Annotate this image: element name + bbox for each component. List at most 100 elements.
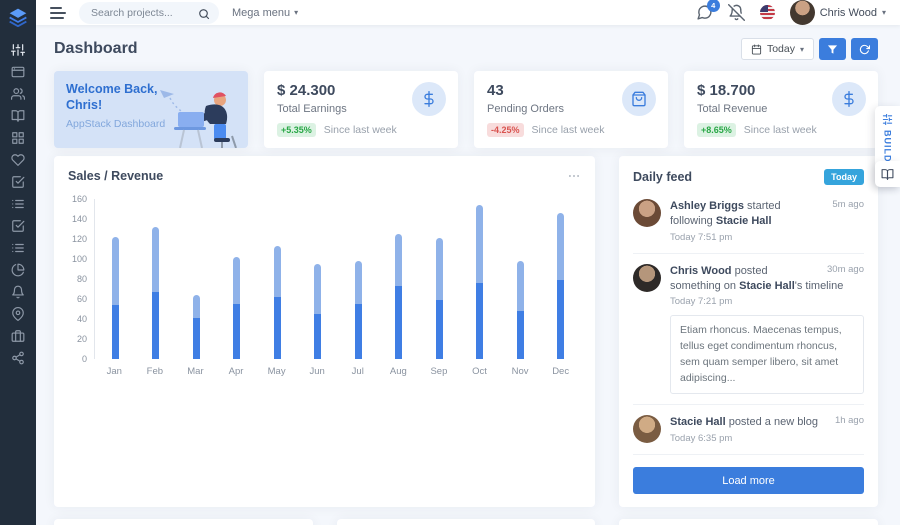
notifications-muted-button[interactable] (727, 4, 745, 21)
mega-menu-label: Mega menu (232, 6, 291, 19)
stats-row: Welcome Back, Chris! AppStack Dashboard (54, 71, 878, 148)
main-area: Mega menu ▾ 4 Chris Wood ▾ Dashboard (36, 0, 900, 525)
bar-oct[interactable] (460, 199, 501, 359)
sidebar-icon-check-square[interactable] (11, 175, 25, 189)
chart-plot (94, 199, 581, 359)
us-flag-icon[interactable] (759, 5, 775, 20)
app-logo[interactable] (0, 0, 36, 33)
feed-item: 1h ago Stacie Hall posted a new blog Tod… (633, 405, 864, 456)
builder-tab-label: BUILDER (882, 130, 893, 177)
x-tick-label: Aug (389, 366, 407, 377)
delta-badge: +5.35% (277, 123, 316, 137)
sidebar-icon-window[interactable] (11, 65, 25, 79)
avatar (789, 0, 815, 25)
welcome-title: Welcome Back, Chris! (66, 82, 158, 113)
messages-button[interactable]: 4 (696, 0, 720, 21)
x-tick-label: Jan (106, 366, 122, 377)
message-circle-icon (697, 5, 712, 20)
middle-row: Sales / Revenue 160 140 120 100 80 60 40 20 0 Ja… (54, 156, 878, 508)
bar-apr[interactable] (217, 199, 258, 359)
sidebar-icon-heart[interactable] (11, 153, 25, 167)
stat-value: 43 (487, 82, 504, 99)
since-text: Since last week (743, 124, 817, 136)
documentation-tab[interactable] (875, 161, 900, 187)
chevron-down-icon: ▾ (881, 8, 886, 17)
feed-text: 30m ago Chris Wood posted something on S… (670, 263, 864, 292)
delta-badge: +8.65% (697, 123, 736, 137)
top-navbar: Mega menu ▾ 4 Chris Wood ▾ (36, 0, 900, 25)
stat-label: Pending Orders (487, 103, 565, 115)
notification-count-badge: 4 (706, 0, 720, 12)
bar-aug[interactable] (379, 199, 420, 359)
filter-button[interactable] (819, 38, 846, 60)
avatar[interactable] (633, 415, 661, 444)
dollar-icon (832, 82, 866, 116)
welcome-subtitle: AppStack Dashboard (66, 117, 166, 130)
feed-today-badge[interactable]: Today (824, 169, 864, 185)
sidebar-icon-grid[interactable] (11, 131, 25, 145)
sidebar-icon-map-pin[interactable] (11, 307, 25, 321)
bell-off-icon (727, 4, 745, 21)
bar-jun[interactable] (298, 199, 339, 359)
bar-mar[interactable] (176, 199, 217, 359)
dollar-icon (412, 82, 446, 116)
sidebar-icon-bell[interactable] (11, 285, 25, 299)
sidebar-icon-pie-chart[interactable] (11, 263, 25, 277)
welcome-card: Welcome Back, Chris! AppStack Dashboard (54, 71, 248, 148)
filter-icon (827, 44, 838, 54)
user-menu[interactable]: Chris Wood ▾ (789, 0, 886, 25)
sidebar-icon-sliders[interactable] (11, 43, 25, 57)
daily-feed-card: Daily feed Today 5m ago Ashley Briggs st… (619, 156, 878, 508)
feed-time: Today 7:51 pm (670, 231, 733, 243)
x-tick-label: Nov (511, 366, 529, 377)
feed-item: 5m ago Ashley Briggs started following S… (633, 189, 864, 254)
refresh-icon (859, 44, 870, 54)
bar-nov[interactable] (500, 199, 541, 359)
search-input[interactable] (91, 6, 198, 19)
search-icon[interactable] (198, 7, 210, 19)
book-open-icon (881, 168, 894, 180)
sales-revenue-chart: 160 140 120 100 80 60 40 20 0 Jan Feb Mar Apr May Jun… (68, 194, 581, 377)
bar-may[interactable] (257, 199, 298, 359)
hamburger-menu-icon[interactable] (50, 5, 66, 21)
page-content: Dashboard Today ▾ Welcome Back, (36, 25, 900, 525)
bar-jan[interactable] (95, 199, 136, 359)
bar-feb[interactable] (136, 199, 177, 359)
layers-icon (9, 8, 27, 27)
feed-ago: 1h ago (834, 415, 864, 427)
sidebar-icon-list[interactable] (11, 241, 25, 255)
mega-menu-dropdown[interactable]: Mega menu ▾ (232, 7, 298, 19)
x-tick-label: Sep (430, 366, 448, 377)
avatar[interactable] (633, 199, 661, 227)
calendar-card: Calendar ‹ November 2020 › SuMoTuWeThFrS… (54, 519, 313, 525)
sidebar-icon-book-open[interactable] (11, 109, 25, 123)
since-text: Since last week (531, 124, 605, 136)
x-tick-label: Apr (228, 366, 244, 377)
bottom-row: Calendar ‹ November 2020 › SuMoTuWeThFrS… (54, 519, 878, 525)
sales-revenue-card: Sales / Revenue 160 140 120 100 80 60 40 20 0 Ja… (54, 156, 595, 508)
sidebar-icon-share-2[interactable] (11, 351, 25, 365)
feed-text: 5m ago Ashley Briggs started following S… (670, 199, 864, 227)
chart-x-axis: Jan Feb Mar Apr May Jun Jul Aug Sep Oct Nov Dec (94, 366, 581, 377)
bar-jul[interactable] (338, 199, 379, 359)
sidebar-icon-users[interactable] (11, 87, 25, 101)
today-dropdown-button[interactable]: Today ▾ (740, 38, 814, 60)
bar-sep[interactable] (419, 199, 460, 359)
appointments-card: Appointments Chat with Carl and Ashley 3… (619, 519, 878, 525)
chevron-down-icon: ▾ (294, 8, 299, 17)
stat-value: $ 24.300 (277, 82, 336, 99)
header-actions: Today ▾ (740, 38, 878, 60)
load-more-button[interactable]: Load more (633, 467, 864, 495)
feed-ago: 30m ago (827, 263, 864, 275)
sidebar-icon-list[interactable] (11, 197, 25, 211)
bar-dec[interactable] (541, 199, 582, 359)
chevron-down-icon: ▾ (799, 44, 804, 54)
refresh-button[interactable] (851, 38, 878, 60)
sliders-icon (882, 114, 893, 125)
more-menu-button[interactable] (567, 169, 581, 183)
since-text: Since last week (323, 124, 397, 136)
sidebar-icon-briefcase[interactable] (11, 329, 25, 343)
avatar[interactable] (633, 263, 661, 292)
sidebar-nav (11, 43, 25, 365)
sidebar-icon-check-square[interactable] (11, 219, 25, 233)
